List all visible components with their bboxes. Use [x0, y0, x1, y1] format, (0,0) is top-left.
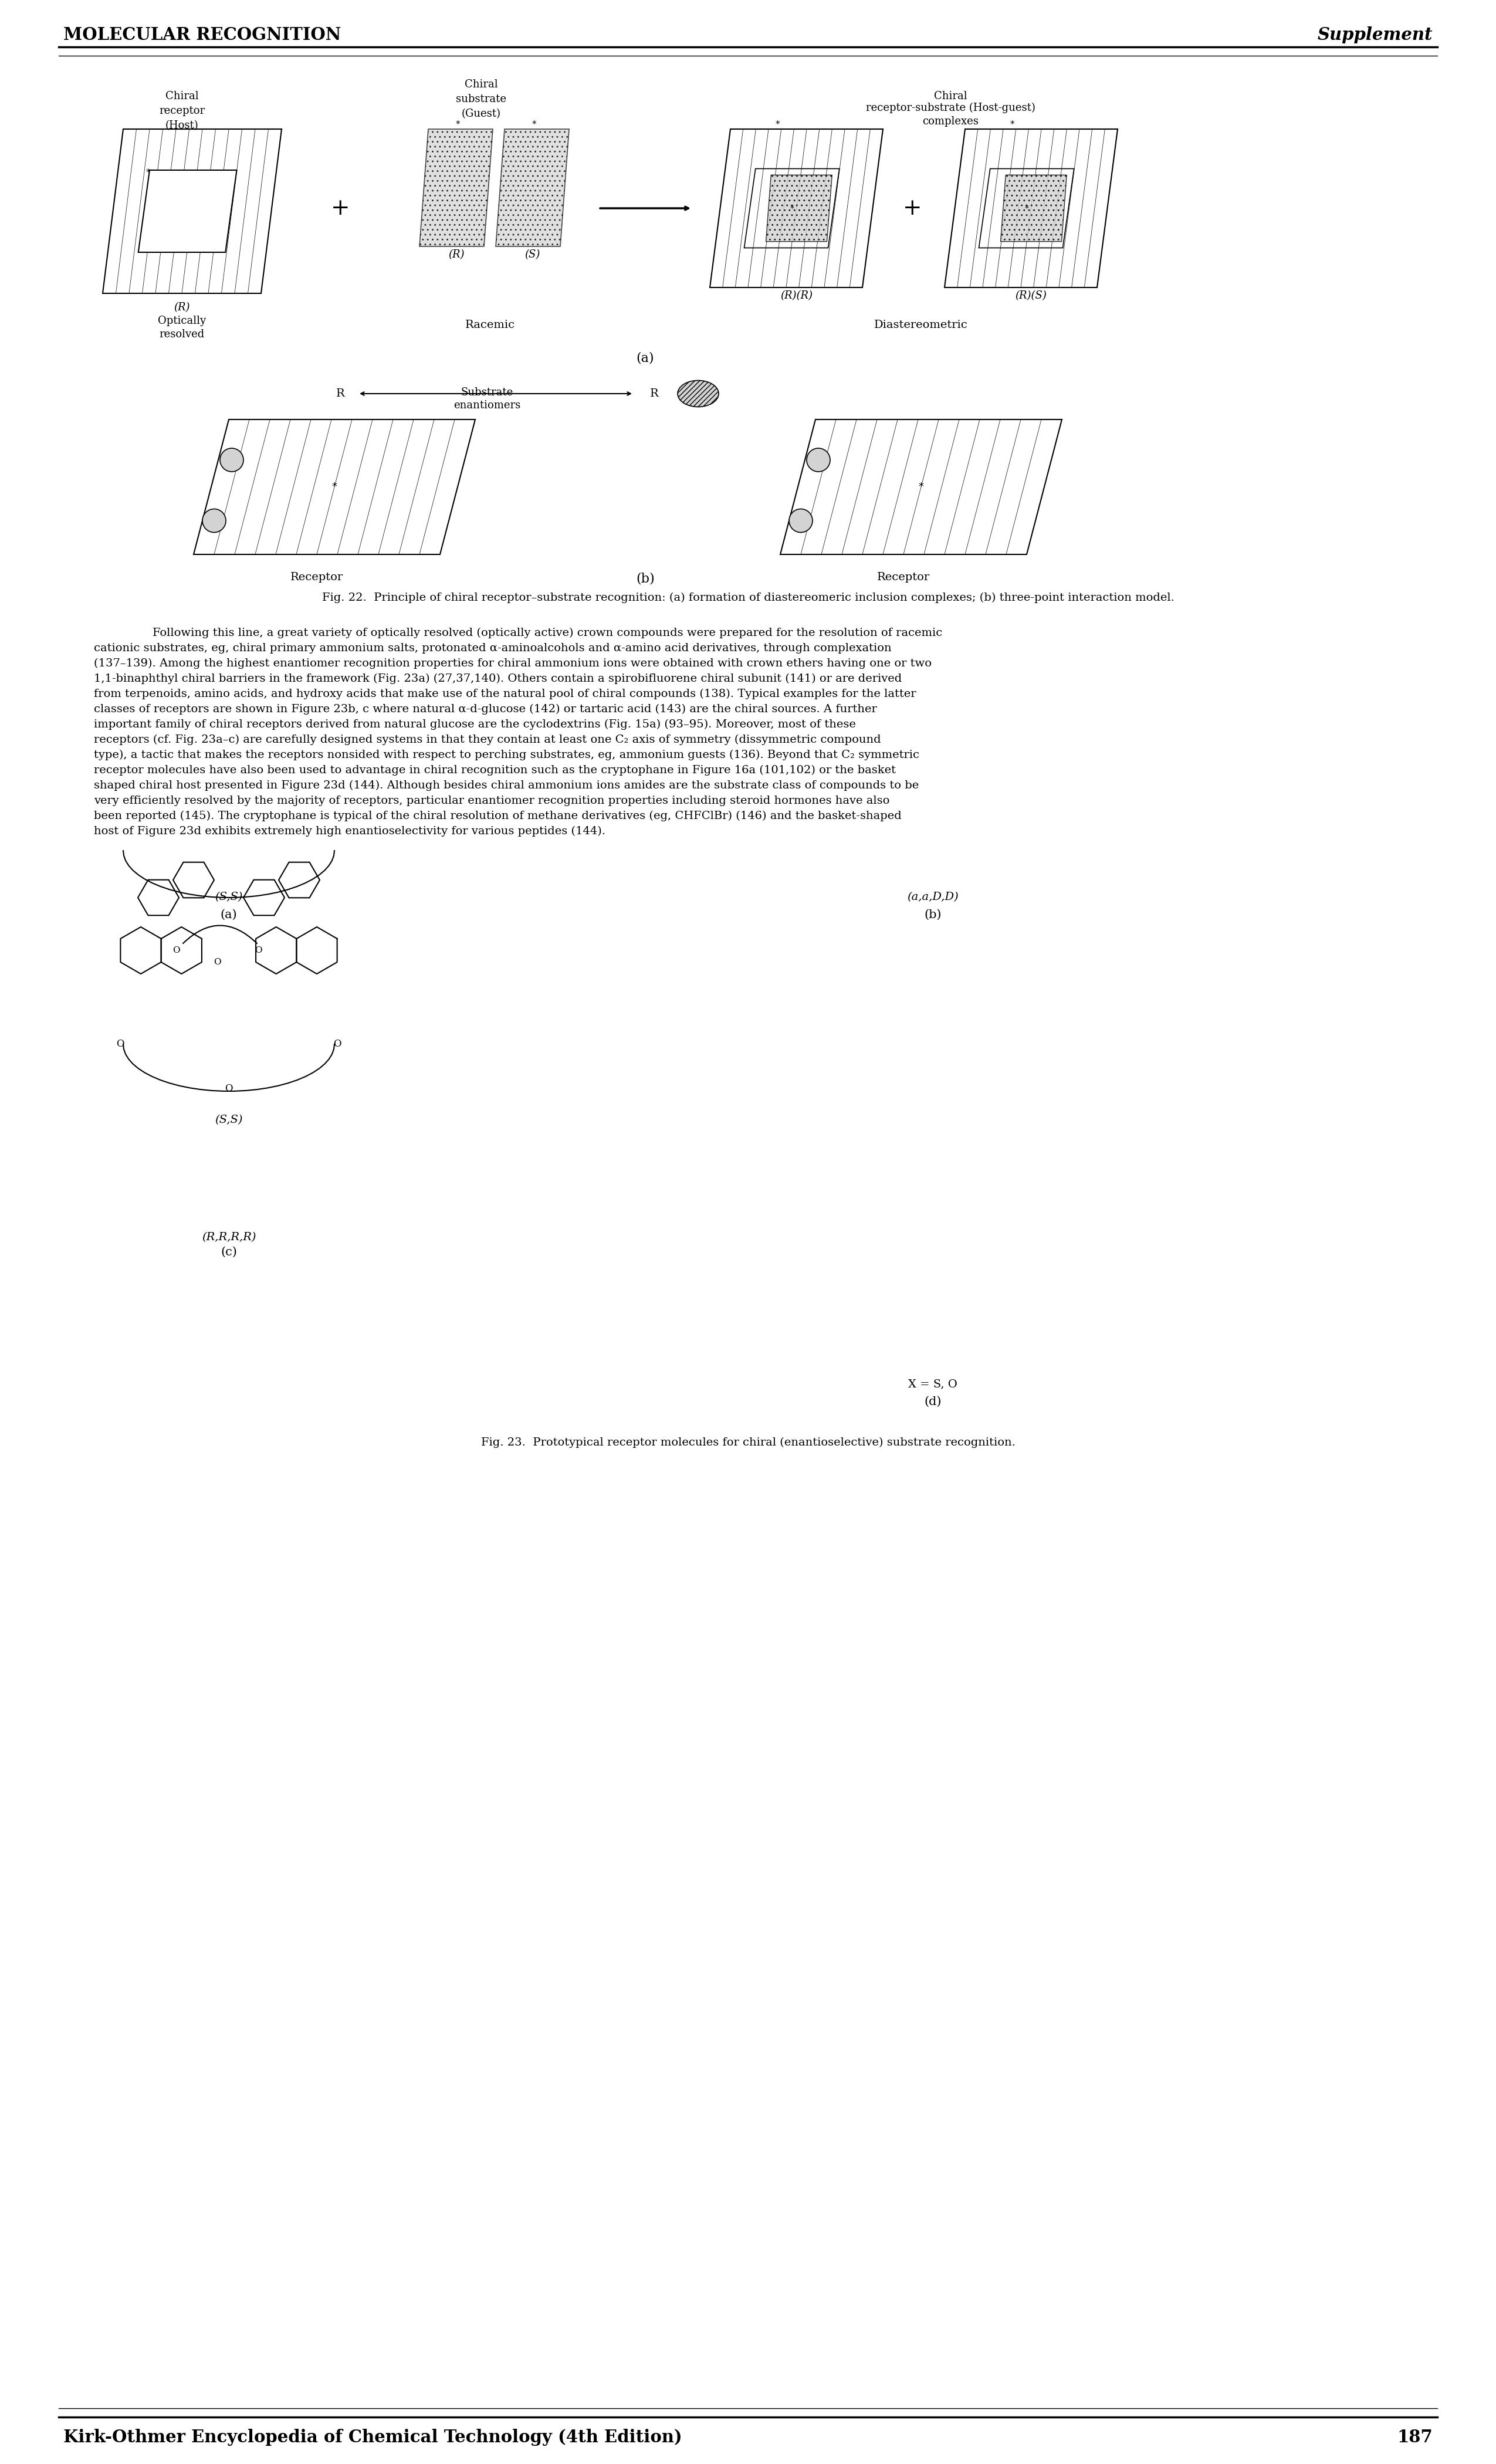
Text: Fig. 23.  Prototypical receptor molecules for chiral (enantioselective) substrat: Fig. 23. Prototypical receptor molecules…	[480, 1437, 1016, 1449]
Text: Racemic: Racemic	[465, 320, 515, 330]
Text: *: *	[332, 480, 337, 493]
Text: Kirk-Othmer Encyclopedia of Chemical Technology (4th Edition): Kirk-Othmer Encyclopedia of Chemical Tec…	[63, 2430, 682, 2447]
Text: O: O	[214, 958, 221, 966]
Text: O: O	[334, 1040, 341, 1050]
Polygon shape	[419, 128, 492, 246]
Text: complexes: complexes	[922, 116, 978, 126]
Text: (S,S): (S,S)	[215, 1114, 242, 1126]
Text: O: O	[117, 1040, 124, 1050]
Circle shape	[806, 448, 830, 471]
Text: (b): (b)	[636, 572, 655, 584]
Text: substrate: substrate	[456, 94, 506, 103]
Circle shape	[202, 510, 226, 532]
Text: O: O	[172, 946, 180, 954]
Text: 1,1-binaphthyl chiral barriers in the framework (Fig. 23a) (27,37,140). Others c: 1,1-binaphthyl chiral barriers in the fr…	[94, 673, 902, 685]
Text: 187: 187	[1397, 2430, 1433, 2447]
Text: Receptor: Receptor	[290, 572, 343, 582]
Text: from terpenoids, amino acids, and hydroxy acids that make use of the natural poo: from terpenoids, amino acids, and hydrox…	[94, 690, 916, 700]
Text: enantiomers: enantiomers	[453, 399, 521, 411]
Text: *: *	[145, 168, 150, 177]
Text: (R): (R)	[174, 303, 190, 313]
Text: Chiral: Chiral	[934, 91, 966, 101]
Text: Diastereometric: Diastereometric	[874, 320, 968, 330]
Text: (a): (a)	[636, 352, 654, 365]
Text: *: *	[790, 205, 794, 212]
Circle shape	[788, 510, 812, 532]
Text: (Guest): (Guest)	[461, 108, 501, 118]
Text: Fig. 22.  Principle of chiral receptor–substrate recognition: (a) formation of d: Fig. 22. Principle of chiral receptor–su…	[322, 591, 1174, 604]
Text: (R)(R): (R)(R)	[781, 291, 812, 301]
Polygon shape	[138, 170, 236, 251]
Text: important family of chiral receptors derived from natural glucose are the cyclod: important family of chiral receptors der…	[94, 719, 856, 729]
Text: +: +	[902, 197, 922, 219]
Polygon shape	[1001, 175, 1067, 241]
Text: classes of receptors are shown in Figure 23b, c where natural α-d-glucose (142) : classes of receptors are shown in Figure…	[94, 705, 877, 715]
Text: +: +	[331, 197, 350, 219]
Text: receptors (cf. Fig. 23a–c) are carefully designed systems in that they contain a: receptors (cf. Fig. 23a–c) are carefully…	[94, 734, 881, 744]
Text: receptor molecules have also been used to advantage in chiral recognition such a: receptor molecules have also been used t…	[94, 764, 896, 776]
Text: (d): (d)	[925, 1397, 941, 1407]
Text: been reported (145). The cryptophane is typical of the chiral resolution of meth: been reported (145). The cryptophane is …	[94, 811, 902, 821]
Text: (R,R,R,R): (R,R,R,R)	[202, 1232, 256, 1242]
Text: MOLECULAR RECOGNITION: MOLECULAR RECOGNITION	[63, 27, 341, 44]
Text: *: *	[775, 121, 779, 128]
Text: *: *	[1025, 205, 1029, 212]
Text: (137–139). Among the highest enantiomer recognition properties for chiral ammoni: (137–139). Among the highest enantiomer …	[94, 658, 932, 668]
Text: resolved: resolved	[159, 330, 205, 340]
Text: Chiral: Chiral	[464, 79, 498, 89]
Text: Substrate: Substrate	[461, 387, 513, 397]
Text: *: *	[456, 121, 461, 128]
Text: (R): (R)	[449, 249, 464, 259]
Text: Following this line, a great variety of optically resolved (optically active) cr: Following this line, a great variety of …	[153, 628, 942, 638]
Text: host of Figure 23d exhibits extremely high enantioselectivity for various peptid: host of Figure 23d exhibits extremely hi…	[94, 825, 606, 838]
Text: (S,S): (S,S)	[215, 892, 242, 902]
Text: *: *	[1010, 121, 1014, 128]
Text: receptor: receptor	[159, 106, 205, 116]
Text: R: R	[649, 389, 658, 399]
Text: (b): (b)	[925, 909, 941, 922]
Text: O: O	[224, 1084, 233, 1094]
Polygon shape	[495, 128, 568, 246]
Text: *: *	[533, 121, 537, 128]
Text: (S): (S)	[525, 249, 540, 259]
Text: (a): (a)	[220, 909, 238, 922]
Text: receptor-substrate (Host-guest): receptor-substrate (Host-guest)	[866, 103, 1035, 113]
Text: shaped chiral host presented in Figure 23d (144). Although besides chiral ammoni: shaped chiral host presented in Figure 2…	[94, 781, 919, 791]
Text: (c): (c)	[220, 1247, 236, 1257]
Text: X = S, O: X = S, O	[908, 1380, 957, 1390]
Text: very efficiently resolved by the majority of receptors, particular enantiomer re: very efficiently resolved by the majorit…	[94, 796, 890, 806]
Text: cationic substrates, eg, chiral primary ammonium salts, protonated α-aminoalcoho: cationic substrates, eg, chiral primary …	[94, 643, 892, 653]
Text: Supplement: Supplement	[1318, 27, 1433, 44]
Text: Receptor: Receptor	[877, 572, 931, 582]
Text: (R)(S): (R)(S)	[1016, 291, 1047, 301]
Text: R: R	[337, 389, 344, 399]
Ellipse shape	[678, 379, 718, 407]
Text: type), a tactic that makes the receptors nonsided with respect to perching subst: type), a tactic that makes the receptors…	[94, 749, 920, 761]
Text: (a,a,D,D): (a,a,D,D)	[907, 892, 959, 902]
Polygon shape	[766, 175, 832, 241]
Text: (Host): (Host)	[165, 121, 199, 131]
Text: *: *	[919, 480, 923, 493]
Text: Chiral: Chiral	[165, 91, 199, 101]
Text: O: O	[254, 946, 262, 954]
Text: Optically: Optically	[157, 315, 206, 325]
Circle shape	[220, 448, 244, 471]
